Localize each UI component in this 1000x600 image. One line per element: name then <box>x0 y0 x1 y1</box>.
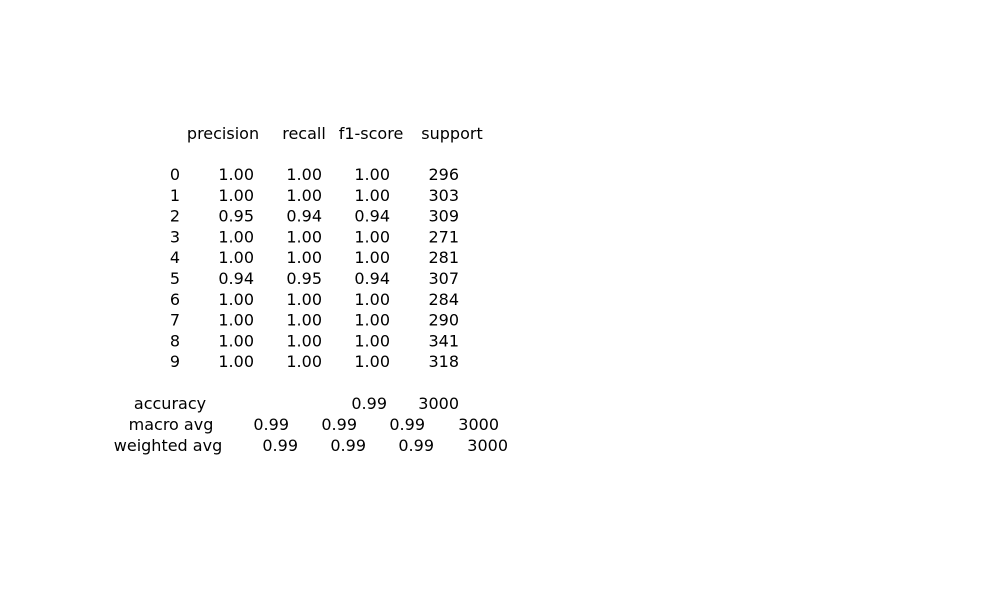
summary-cell-macro-avg-f1-score: 0.99 <box>389 415 425 434</box>
summary-cell-weighted-avg-support: 3000 <box>467 436 508 455</box>
cell-class-1-recall: 1.00 <box>286 186 322 205</box>
cell-class-5-recall: 0.95 <box>286 269 322 288</box>
summary-cell-weighted-avg-f1-score: 0.99 <box>398 436 434 455</box>
column-header-recall: recall <box>282 124 326 143</box>
cell-class-0-support: 296 <box>428 165 459 184</box>
row-label-class-7: 7 <box>170 311 180 330</box>
cell-class-4-precision: 1.00 <box>218 248 254 267</box>
cell-class-3-f1-score: 1.00 <box>354 227 390 246</box>
cell-class-8-support: 341 <box>428 331 459 350</box>
cell-class-2-f1-score: 0.94 <box>354 207 390 226</box>
summary-cell-accuracy-support: 3000 <box>418 394 459 413</box>
column-header-f1-score: f1-score <box>339 124 404 143</box>
cell-class-3-support: 271 <box>428 227 459 246</box>
cell-class-0-precision: 1.00 <box>218 165 254 184</box>
row-label-class-8: 8 <box>170 331 180 350</box>
cell-class-4-f1-score: 1.00 <box>354 248 390 267</box>
row-label-class-3: 3 <box>170 227 180 246</box>
cell-class-3-recall: 1.00 <box>286 227 322 246</box>
cell-class-0-f1-score: 1.00 <box>354 165 390 184</box>
cell-class-3-precision: 1.00 <box>218 227 254 246</box>
cell-class-7-support: 290 <box>428 311 459 330</box>
row-label-class-2: 2 <box>170 207 180 226</box>
cell-class-6-support: 284 <box>428 290 459 309</box>
cell-class-8-f1-score: 1.00 <box>354 331 390 350</box>
summary-cell-macro-avg-recall: 0.99 <box>321 415 357 434</box>
summary-label-accuracy: accuracy <box>134 394 206 413</box>
summary-cell-weighted-avg-precision: 0.99 <box>262 436 298 455</box>
cell-class-1-support: 303 <box>428 186 459 205</box>
cell-class-4-support: 281 <box>428 248 459 267</box>
cell-class-8-recall: 1.00 <box>286 331 322 350</box>
cell-class-4-recall: 1.00 <box>286 248 322 267</box>
cell-class-7-recall: 1.00 <box>286 311 322 330</box>
row-label-class-0: 0 <box>170 165 180 184</box>
cell-class-2-precision: 0.95 <box>218 207 254 226</box>
cell-class-5-f1-score: 0.94 <box>354 269 390 288</box>
cell-class-9-f1-score: 1.00 <box>354 352 390 371</box>
summary-cell-macro-avg-precision: 0.99 <box>253 415 289 434</box>
summary-label-macro-avg: macro avg <box>129 415 214 434</box>
summary-cell-accuracy-f1-score: 0.99 <box>351 394 387 413</box>
column-header-support: support <box>421 124 482 143</box>
row-label-class-4: 4 <box>170 248 180 267</box>
row-label-class-9: 9 <box>170 352 180 371</box>
row-label-class-1: 1 <box>170 186 180 205</box>
cell-class-7-f1-score: 1.00 <box>354 311 390 330</box>
cell-class-2-support: 309 <box>428 207 459 226</box>
cell-class-6-precision: 1.00 <box>218 290 254 309</box>
column-header-precision: precision <box>187 124 259 143</box>
cell-class-8-precision: 1.00 <box>218 331 254 350</box>
cell-class-5-precision: 0.94 <box>218 269 254 288</box>
row-label-class-5: 5 <box>170 269 180 288</box>
cell-class-1-precision: 1.00 <box>218 186 254 205</box>
cell-class-6-f1-score: 1.00 <box>354 290 390 309</box>
cell-class-7-precision: 1.00 <box>218 311 254 330</box>
cell-class-2-recall: 0.94 <box>286 207 322 226</box>
cell-class-1-f1-score: 1.00 <box>354 186 390 205</box>
cell-class-5-support: 307 <box>428 269 459 288</box>
cell-class-6-recall: 1.00 <box>286 290 322 309</box>
summary-cell-macro-avg-support: 3000 <box>458 415 499 434</box>
cell-class-9-recall: 1.00 <box>286 352 322 371</box>
summary-cell-weighted-avg-recall: 0.99 <box>330 436 366 455</box>
cell-class-9-support: 318 <box>428 352 459 371</box>
cell-class-9-precision: 1.00 <box>218 352 254 371</box>
row-label-class-6: 6 <box>170 290 180 309</box>
summary-label-weighted-avg: weighted avg <box>114 436 222 455</box>
cell-class-0-recall: 1.00 <box>286 165 322 184</box>
